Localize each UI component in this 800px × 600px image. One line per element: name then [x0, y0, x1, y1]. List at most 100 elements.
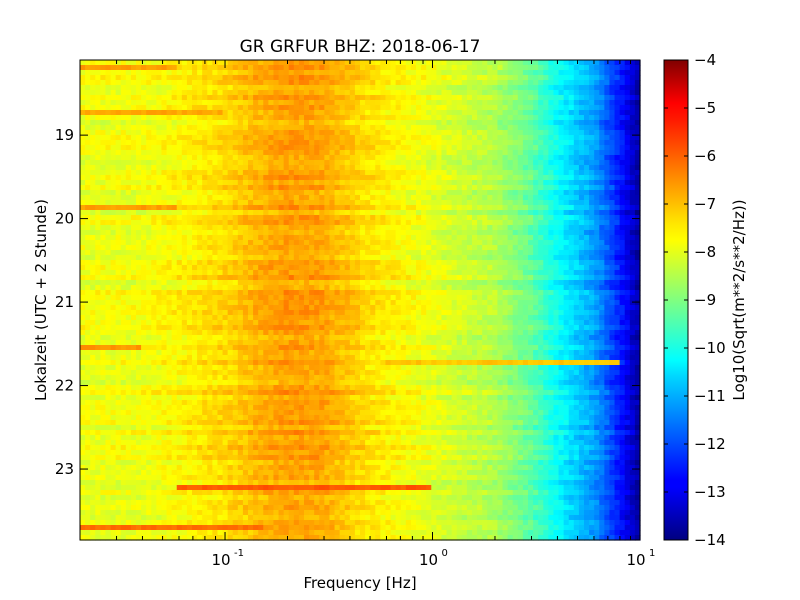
heatmap-cell: [400, 245, 407, 251]
heatmap-cell: [115, 215, 122, 221]
heatmap-cell: [416, 120, 422, 126]
heatmap-cell: [222, 75, 229, 81]
heatmap-cell: [151, 200, 157, 206]
heatmap-cell: [604, 110, 611, 116]
heatmap-cell: [405, 60, 412, 66]
heatmap-cell: [446, 160, 453, 166]
heatmap-cell: [375, 260, 381, 266]
heatmap-cell: [324, 85, 331, 91]
heatmap-cell: [329, 140, 336, 146]
heatmap-cell: [171, 250, 178, 256]
heatmap-cell: [385, 175, 392, 181]
heatmap-cell: [370, 165, 376, 171]
heatmap-cell: [314, 70, 320, 76]
heatmap-cell: [141, 230, 147, 236]
heatmap-cell: [482, 175, 488, 181]
heatmap-cell: [227, 205, 234, 211]
heatmap-cell: [161, 115, 168, 121]
heatmap-cell: [543, 85, 549, 91]
heatmap-cell: [614, 240, 621, 246]
heatmap-cell: [120, 170, 127, 176]
heatmap-cell: [130, 140, 137, 146]
heatmap-cell: [400, 140, 407, 146]
heatmap-cell: [197, 205, 203, 211]
heatmap-cell: [227, 265, 234, 271]
heatmap-cell: [619, 65, 626, 71]
heatmap-cell: [431, 250, 437, 256]
heatmap-cell: [512, 255, 519, 261]
heatmap-cell: [186, 60, 193, 66]
heatmap-cell: [293, 130, 300, 136]
heatmap-cell: [634, 180, 641, 186]
heatmap-cell: [441, 115, 448, 121]
heatmap-cell: [273, 90, 280, 96]
heatmap-cell: [192, 115, 198, 121]
heatmap-cell: [563, 80, 570, 86]
heatmap-cell: [492, 220, 499, 226]
heatmap-cell: [283, 215, 290, 221]
heatmap-cell: [375, 145, 381, 151]
heatmap-cell: [278, 250, 285, 256]
heatmap-cell: [232, 90, 239, 96]
heatmap-cell: [151, 120, 157, 126]
heatmap-cell: [166, 80, 173, 86]
heatmap-cell: [456, 145, 463, 151]
heatmap-cell: [431, 260, 437, 266]
heatmap-cell: [248, 135, 254, 141]
heatmap-cell: [202, 145, 208, 151]
heatmap-cell: [507, 200, 514, 206]
heatmap-cell: [85, 125, 91, 131]
heatmap-cell: [227, 85, 234, 91]
heatmap-cell: [375, 205, 381, 211]
heatmap-cell: [578, 280, 585, 286]
heatmap-cell: [176, 255, 183, 261]
heatmap-cell: [293, 220, 300, 226]
heatmap-cell: [344, 215, 351, 221]
heatmap-cell: [548, 225, 555, 231]
heatmap-cell: [237, 165, 244, 171]
heatmap-cell: [461, 145, 468, 151]
heatmap-cell: [136, 95, 142, 101]
heatmap-cell: [436, 250, 443, 256]
heatmap-cell: [584, 195, 590, 201]
heatmap-cell: [365, 145, 371, 151]
heatmap-cell: [451, 175, 458, 181]
heatmap-cell: [85, 120, 91, 126]
heatmap-cell: [400, 215, 407, 221]
heatmap-cell: [115, 105, 122, 111]
heatmap-cell: [186, 220, 193, 226]
heatmap-cell: [237, 70, 244, 76]
heatmap-cell: [253, 215, 259, 221]
heatmap-cell: [90, 225, 96, 231]
heatmap-cell: [522, 195, 529, 201]
heatmap-cell: [573, 240, 580, 246]
heatmap-cell: [90, 220, 96, 226]
heatmap-cell: [344, 200, 351, 206]
heatmap-cell: [176, 205, 183, 211]
heatmap-cell: [472, 195, 478, 201]
heatmap-cell: [482, 65, 488, 71]
heatmap-cell: [502, 265, 509, 271]
heatmap-cell: [487, 130, 493, 136]
heatmap-cell: [538, 275, 544, 281]
heatmap-cell: [594, 250, 600, 256]
heatmap-cell: [273, 205, 280, 211]
heatmap-cell: [573, 100, 580, 106]
heatmap-cell: [136, 110, 142, 116]
heatmap-cell: [421, 65, 427, 71]
heatmap-cell: [181, 135, 188, 141]
heatmap-cell: [181, 265, 188, 271]
heatmap-cell: [125, 225, 132, 231]
heatmap-cell: [80, 90, 86, 96]
heatmap-cell: [176, 105, 183, 111]
heatmap-cell: [380, 150, 387, 156]
heatmap-cell: [80, 75, 86, 81]
heatmap-cell: [217, 250, 224, 256]
heatmap-cell: [563, 200, 570, 206]
heatmap-cell: [186, 85, 193, 91]
heatmap-cell: [298, 190, 305, 196]
heatmap-cell: [181, 105, 188, 111]
heatmap-cell: [207, 190, 213, 196]
heatmap-cell: [558, 255, 565, 261]
